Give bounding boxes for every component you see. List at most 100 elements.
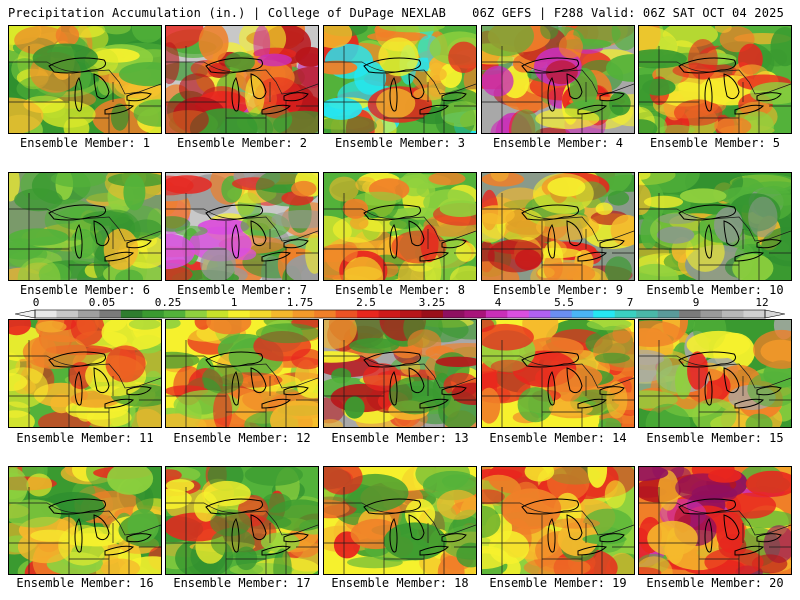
- member-label-9: Ensemble Member: 9: [492, 283, 624, 297]
- precip-map: [9, 173, 161, 280]
- ensemble-panel-4[interactable]: [481, 25, 635, 134]
- ensemble-panel-6[interactable]: [8, 172, 162, 281]
- colorbar-bin: [357, 310, 379, 318]
- colorbar-label: 12: [755, 296, 769, 309]
- colorbar-bin: [314, 310, 336, 318]
- colorbar-bin: [593, 310, 616, 318]
- precip-map: [9, 467, 161, 574]
- ensemble-panel-12[interactable]: [165, 319, 319, 428]
- colorbar-label: 5.5: [554, 296, 574, 309]
- ensemble-panel-1[interactable]: [8, 25, 162, 134]
- precip-map: [166, 467, 318, 574]
- ensemble-panel-16[interactable]: [8, 466, 162, 575]
- model-run-info: 06Z GEFS | F288 Valid: 06Z SAT OCT 04 20…: [472, 6, 784, 20]
- ensemble-panel-14[interactable]: [481, 319, 635, 428]
- map-title: Precipitation Accumulation (in.) | Colle…: [8, 6, 447, 20]
- precip-map: [324, 467, 476, 574]
- precip-map: [482, 26, 634, 133]
- member-label-3: Ensemble Member: 3: [334, 136, 466, 150]
- member-label-6: Ensemble Member: 6: [19, 283, 151, 297]
- member-label-14: Ensemble Member: 14: [489, 431, 627, 445]
- colorbar-bin: [528, 310, 551, 318]
- colorbar-max-arrow: [764, 309, 785, 319]
- colorbar-bin: [400, 310, 422, 318]
- precip-map: [324, 320, 476, 427]
- precip-map: [9, 320, 161, 427]
- colorbar-bin: [378, 310, 401, 318]
- colorbar-label: 3.25: [418, 296, 446, 309]
- precip-map: [9, 26, 161, 133]
- ensemble-panel-2[interactable]: [165, 25, 319, 134]
- member-label-18: Ensemble Member: 18: [331, 576, 469, 590]
- member-label-5: Ensemble Member: 5: [649, 136, 781, 150]
- colorbar-label: 7: [626, 296, 634, 309]
- precip-colorbar: [15, 309, 785, 319]
- precip-map: [482, 173, 634, 280]
- colorbar-bin: [99, 310, 122, 318]
- colorbar-bin: [271, 310, 293, 318]
- colorbar-bin: [421, 310, 444, 318]
- member-label-17: Ensemble Member: 17: [173, 576, 311, 590]
- precip-map: [639, 320, 791, 427]
- ensemble-panel-10[interactable]: [638, 172, 792, 281]
- member-label-8: Ensemble Member: 8: [334, 283, 466, 297]
- colorbar-bin: [35, 310, 57, 318]
- ensemble-panel-17[interactable]: [165, 466, 319, 575]
- colorbar-bin: [249, 310, 272, 318]
- ensemble-panel-5[interactable]: [638, 25, 792, 134]
- member-label-20: Ensemble Member: 20: [646, 576, 784, 590]
- colorbar-bin: [77, 310, 100, 318]
- ensemble-panel-20[interactable]: [638, 466, 792, 575]
- precip-map: [639, 467, 791, 574]
- ensemble-panel-11[interactable]: [8, 319, 162, 428]
- ensemble-panel-7[interactable]: [165, 172, 319, 281]
- member-label-7: Ensemble Member: 7: [176, 283, 308, 297]
- member-label-2: Ensemble Member: 2: [176, 136, 308, 150]
- precip-map: [639, 26, 791, 133]
- ensemble-panel-9[interactable]: [481, 172, 635, 281]
- member-label-11: Ensemble Member: 11: [16, 431, 154, 445]
- member-label-1: Ensemble Member: 1: [19, 136, 151, 150]
- colorbar-label: 1.75: [286, 296, 314, 309]
- member-label-12: Ensemble Member: 12: [173, 431, 311, 445]
- member-label-10: Ensemble Member: 10: [646, 283, 784, 297]
- colorbar-bin: [185, 310, 208, 318]
- colorbar-label: 0.05: [88, 296, 116, 309]
- colorbar-label: 1: [230, 296, 238, 309]
- colorbar-min-arrow: [15, 309, 36, 319]
- colorbar-label: 4: [494, 296, 502, 309]
- colorbar-bin: [335, 310, 358, 318]
- colorbar-bin: [507, 310, 530, 318]
- colorbar-label: 0: [32, 296, 40, 309]
- colorbar-bin: [700, 310, 723, 318]
- colorbar-bin: [442, 310, 465, 318]
- colorbar-bin: [464, 310, 487, 318]
- member-label-15: Ensemble Member: 15: [646, 431, 784, 445]
- member-label-4: Ensemble Member: 4: [492, 136, 624, 150]
- ensemble-panel-15[interactable]: [638, 319, 792, 428]
- member-label-16: Ensemble Member: 16: [16, 576, 154, 590]
- colorbar-bin: [56, 310, 79, 318]
- colorbar-label: 9: [692, 296, 700, 309]
- ensemble-panel-13[interactable]: [323, 319, 477, 428]
- precip-map: [166, 26, 318, 133]
- colorbar-bin: [485, 310, 508, 318]
- ensemble-panel-3[interactable]: [323, 25, 477, 134]
- colorbar-bin: [142, 310, 165, 318]
- ensemble-panel-18[interactable]: [323, 466, 477, 575]
- precip-map: [166, 320, 318, 427]
- precip-map: [324, 26, 476, 133]
- colorbar-bin: [228, 310, 251, 318]
- precip-map: [324, 173, 476, 280]
- precip-map: [639, 173, 791, 280]
- colorbar-bin: [636, 310, 658, 318]
- member-label-13: Ensemble Member: 13: [331, 431, 469, 445]
- colorbar-bin: [679, 310, 701, 318]
- colorbar-bin: [657, 310, 680, 318]
- colorbar-bin: [292, 310, 315, 318]
- colorbar-bin: [743, 310, 766, 318]
- ensemble-panel-19[interactable]: [481, 466, 635, 575]
- precip-map: [166, 173, 318, 280]
- precip-map: [482, 320, 634, 427]
- ensemble-panel-8[interactable]: [323, 172, 477, 281]
